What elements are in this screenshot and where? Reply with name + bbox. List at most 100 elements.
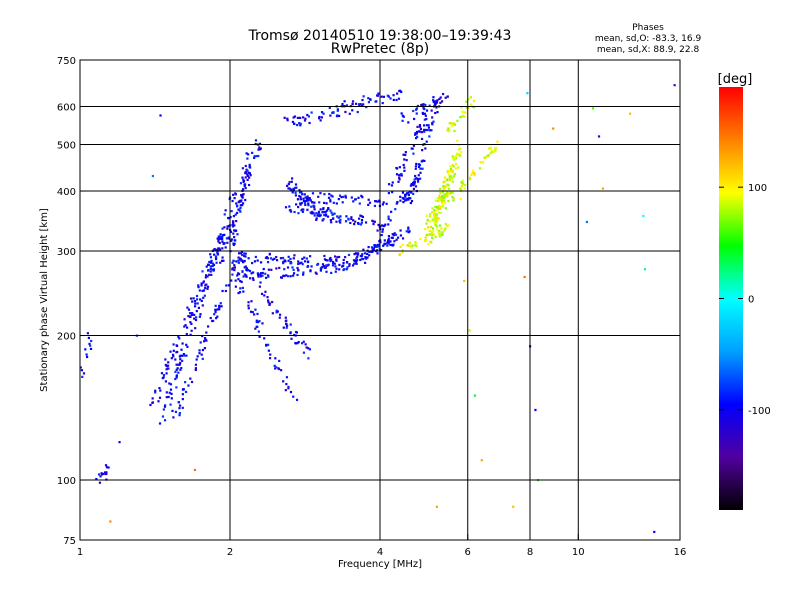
data-point	[360, 104, 364, 107]
data-point	[332, 261, 335, 265]
data-point	[220, 305, 223, 308]
data-point	[231, 199, 234, 203]
data-point	[407, 228, 410, 231]
data-point	[389, 97, 392, 100]
data-point	[440, 201, 444, 204]
data-point	[342, 258, 345, 262]
data-point	[469, 96, 473, 99]
data-point	[311, 192, 315, 195]
data-point	[443, 229, 446, 232]
data-point	[245, 267, 249, 270]
data-point	[416, 125, 419, 128]
data-point	[392, 98, 395, 102]
y-tick-label: 750	[57, 56, 76, 67]
data-point	[451, 164, 454, 167]
data-point	[297, 205, 300, 209]
data-point	[432, 100, 435, 104]
data-point	[365, 105, 368, 109]
data-point	[460, 115, 463, 118]
data-point	[241, 286, 244, 289]
data-point	[414, 241, 417, 244]
data-point	[226, 241, 229, 244]
data-point	[437, 231, 440, 234]
data-point	[230, 238, 233, 241]
data-point	[245, 152, 248, 155]
data-point	[232, 259, 235, 263]
data-point	[448, 175, 452, 178]
data-point	[243, 185, 246, 188]
data-point	[222, 234, 225, 237]
data-point	[214, 310, 217, 314]
data-point	[360, 221, 363, 224]
data-point	[323, 193, 326, 196]
data-point	[439, 211, 442, 214]
data-point	[209, 256, 213, 259]
data-point	[335, 258, 338, 261]
data-point	[229, 230, 233, 233]
data-point	[420, 131, 424, 134]
data-point	[451, 155, 454, 158]
data-point	[386, 244, 389, 247]
data-point	[243, 252, 246, 255]
x-tick-label: 6	[465, 547, 471, 558]
data-point	[302, 199, 305, 202]
data-point	[243, 259, 246, 263]
data-point	[204, 276, 207, 279]
data-point	[468, 176, 472, 179]
data-point	[404, 195, 407, 198]
x-axis-label: Frequency [MHz]	[338, 559, 422, 570]
data-point	[295, 203, 298, 206]
data-point	[441, 231, 444, 234]
data-point	[212, 263, 216, 267]
data-point	[169, 403, 172, 406]
data-point	[441, 205, 444, 208]
data-point	[419, 167, 422, 170]
data-point	[430, 232, 433, 235]
data-point	[251, 311, 254, 314]
data-point	[299, 124, 302, 127]
data-point	[221, 289, 224, 293]
data-point	[330, 194, 333, 197]
data-point	[171, 409, 174, 413]
data-point	[288, 187, 291, 190]
data-point	[190, 313, 193, 317]
data-point	[405, 230, 408, 233]
data-point	[290, 262, 293, 265]
data-point	[479, 161, 482, 164]
data-point	[211, 264, 214, 268]
data-point	[301, 210, 305, 213]
data-point	[242, 178, 245, 181]
data-point	[421, 167, 424, 170]
data-point	[454, 163, 458, 166]
data-point	[457, 148, 460, 151]
data-point	[82, 372, 86, 375]
data-point	[232, 222, 235, 225]
data-point	[284, 206, 288, 209]
data-point	[256, 272, 259, 275]
data-point	[186, 345, 189, 348]
data-point	[229, 216, 232, 219]
data-point	[396, 236, 400, 239]
data-point	[351, 109, 354, 112]
data-point	[410, 182, 413, 186]
data-point	[307, 260, 310, 263]
data-point	[239, 258, 242, 261]
data-point	[390, 184, 394, 187]
phases-annotation-o: mean, sd,O: -83.3, 16.9	[595, 34, 702, 44]
data-point	[343, 100, 346, 103]
data-point	[257, 154, 260, 158]
data-point	[232, 243, 235, 247]
data-point	[267, 343, 270, 346]
data-point	[175, 386, 178, 389]
data-point	[190, 329, 193, 332]
data-point	[300, 209, 303, 212]
data-point	[217, 236, 221, 239]
data-point	[268, 302, 272, 305]
data-point	[361, 98, 364, 102]
data-point	[335, 202, 338, 205]
data-point	[460, 106, 463, 109]
data-point	[414, 244, 417, 247]
data-point	[250, 300, 253, 303]
data-point	[441, 190, 444, 194]
